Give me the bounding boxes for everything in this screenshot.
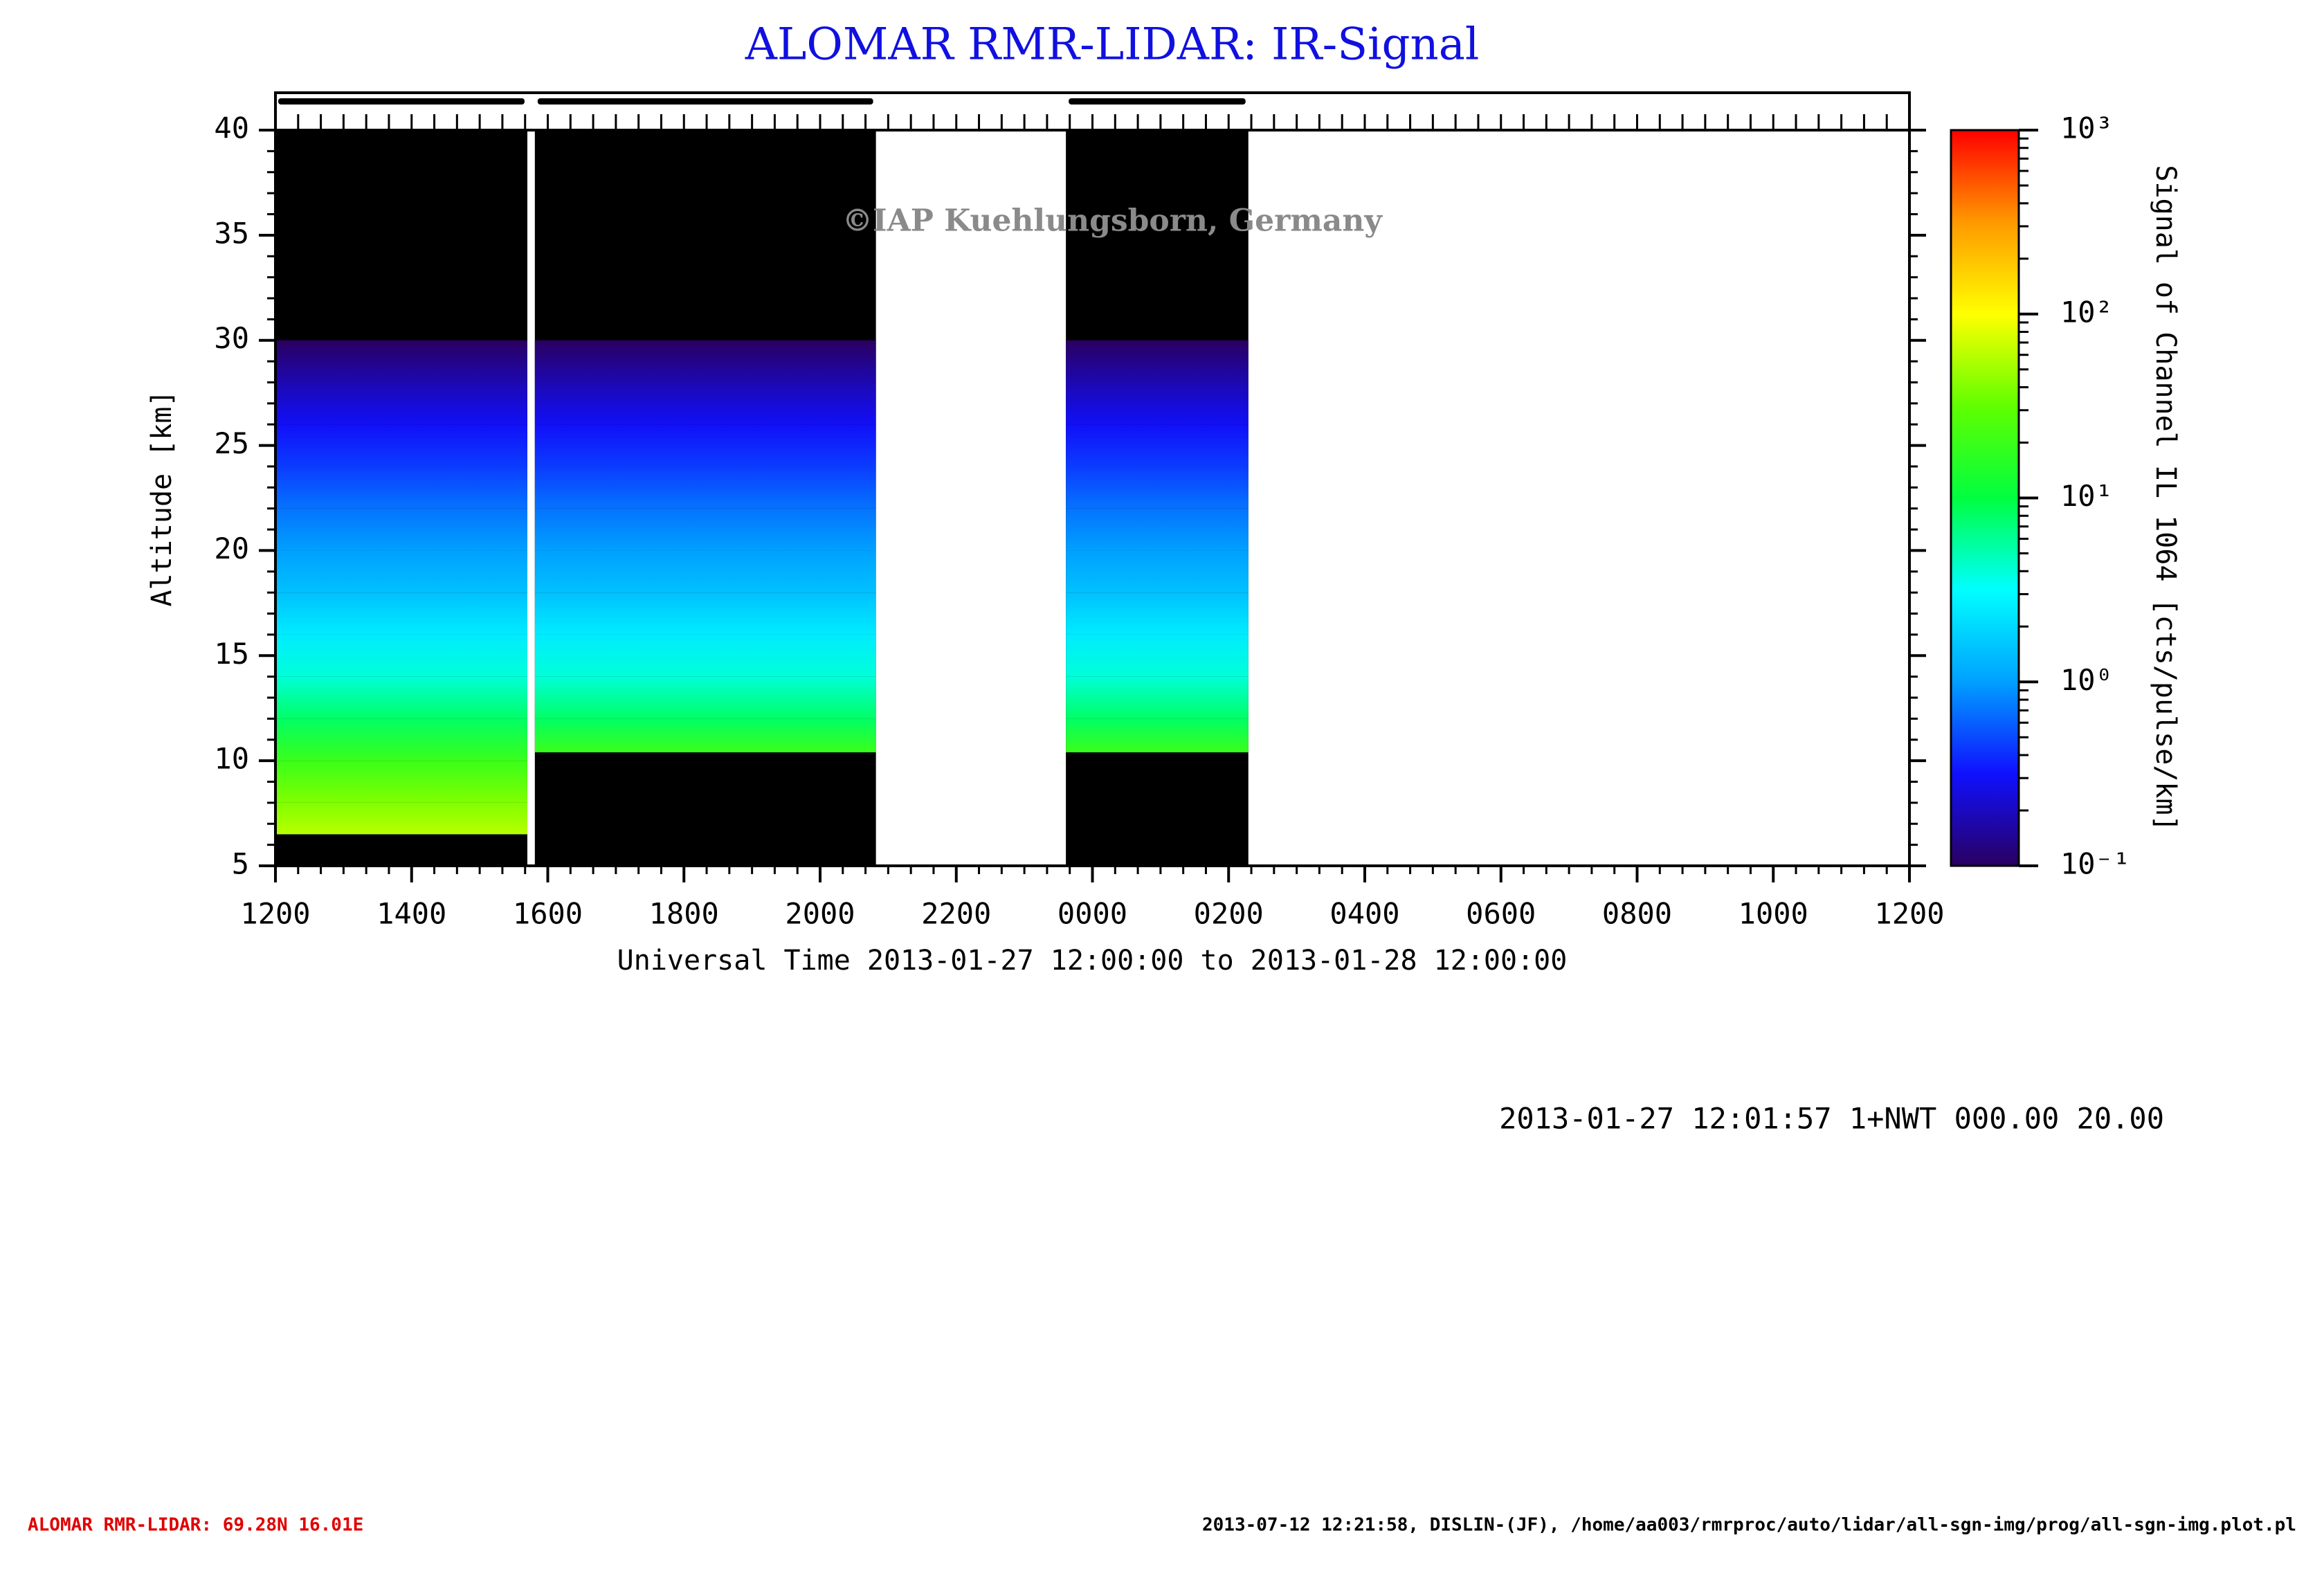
- footer-right: 2013-07-12 12:21:58, DISLIN-(JF), /home/…: [1202, 1515, 2296, 1536]
- signal-band: [275, 466, 527, 509]
- y-tick-label: 20: [214, 532, 249, 565]
- colorbar-tick-label: 10⁻¹: [2060, 847, 2130, 881]
- x-tick-label: 1000: [1739, 897, 1808, 931]
- x-axis-label: Universal Time 2013-01-27 12:00:00 to 20…: [617, 945, 1568, 977]
- watermark: ©IAP Kuehlungsborn, Germany: [842, 203, 1383, 239]
- strip-bar: [1069, 98, 1246, 105]
- x-tick-label: 0600: [1466, 897, 1536, 931]
- signal-band: [534, 508, 876, 551]
- signal-band: [1066, 340, 1249, 383]
- signal-band: [275, 761, 527, 803]
- y-tick-label: 40: [214, 111, 249, 145]
- x-tick-label: 1200: [240, 897, 310, 931]
- signal-band: [275, 634, 527, 677]
- colorbar-tick-label: 10⁰: [2060, 663, 2113, 697]
- strip-bar: [278, 98, 525, 105]
- x-tick-label: 1800: [649, 897, 719, 931]
- x-tick-label: 0000: [1057, 897, 1127, 931]
- x-tick-label: 2000: [785, 897, 855, 931]
- signal-band: [534, 550, 876, 593]
- signal-band: [1066, 634, 1249, 677]
- x-tick-label: 1400: [376, 897, 446, 931]
- signal-band: [275, 592, 527, 635]
- signal-band: [534, 424, 876, 466]
- y-tick-label: 10: [214, 742, 249, 776]
- strip-bar: [537, 98, 873, 105]
- x-tick-label: 1200: [1874, 897, 1944, 931]
- signal-band: [1066, 466, 1249, 509]
- x-tick-label: 2200: [921, 897, 991, 931]
- signal-band: [534, 634, 876, 677]
- signal-band: [534, 718, 876, 752]
- x-tick-label: 1600: [513, 897, 583, 931]
- y-tick-label: 25: [214, 426, 249, 460]
- y-tick-label: 15: [214, 637, 249, 671]
- y-tick-label: 5: [232, 847, 249, 881]
- signal-band: [275, 340, 527, 383]
- signal-band: [534, 676, 876, 719]
- signal-band: [275, 718, 527, 761]
- footer-left: ALOMAR RMR-LIDAR: 69.28N 16.01E: [28, 1515, 363, 1536]
- colorbar: [1950, 129, 2020, 867]
- signal-band: [275, 676, 527, 719]
- x-tick-label: 0400: [1329, 897, 1399, 931]
- signal-band: [534, 340, 876, 383]
- signal-band: [275, 424, 527, 466]
- colorbar-label: Signal of Channel IL 1064 [cts/pulse/km]: [2150, 165, 2181, 831]
- signal-band: [1066, 676, 1249, 719]
- signal-band: [275, 508, 527, 551]
- signal-band: [1066, 424, 1249, 466]
- chart-title: ALOMAR RMR-LIDAR: IR-Signal: [745, 19, 1480, 71]
- x-tick-label: 0200: [1194, 897, 1264, 931]
- signal-band: [275, 382, 527, 425]
- signal-band: [534, 382, 876, 425]
- signal-band: [275, 802, 527, 835]
- colorbar-tick-label: 10³: [2060, 111, 2113, 145]
- signal-band: [1066, 382, 1249, 425]
- status-line: 2013-01-27 12:01:57 1+NWT 000.00 20.00: [1499, 1102, 2164, 1136]
- signal-band: [1066, 550, 1249, 593]
- signal-band: [1066, 718, 1249, 752]
- colorbar-tick-label: 10¹: [2060, 479, 2113, 513]
- y-tick-label: 30: [214, 321, 249, 355]
- signal-band: [1066, 592, 1249, 635]
- y-tick-label: 35: [214, 216, 249, 250]
- y-axis-label: Altitude [km]: [146, 390, 178, 606]
- signal-band: [534, 592, 876, 635]
- signal-band: [1066, 508, 1249, 551]
- x-tick-label: 0800: [1602, 897, 1672, 931]
- signal-band: [275, 550, 527, 593]
- colorbar-tick-label: 10²: [2060, 295, 2113, 329]
- signal-band: [534, 466, 876, 509]
